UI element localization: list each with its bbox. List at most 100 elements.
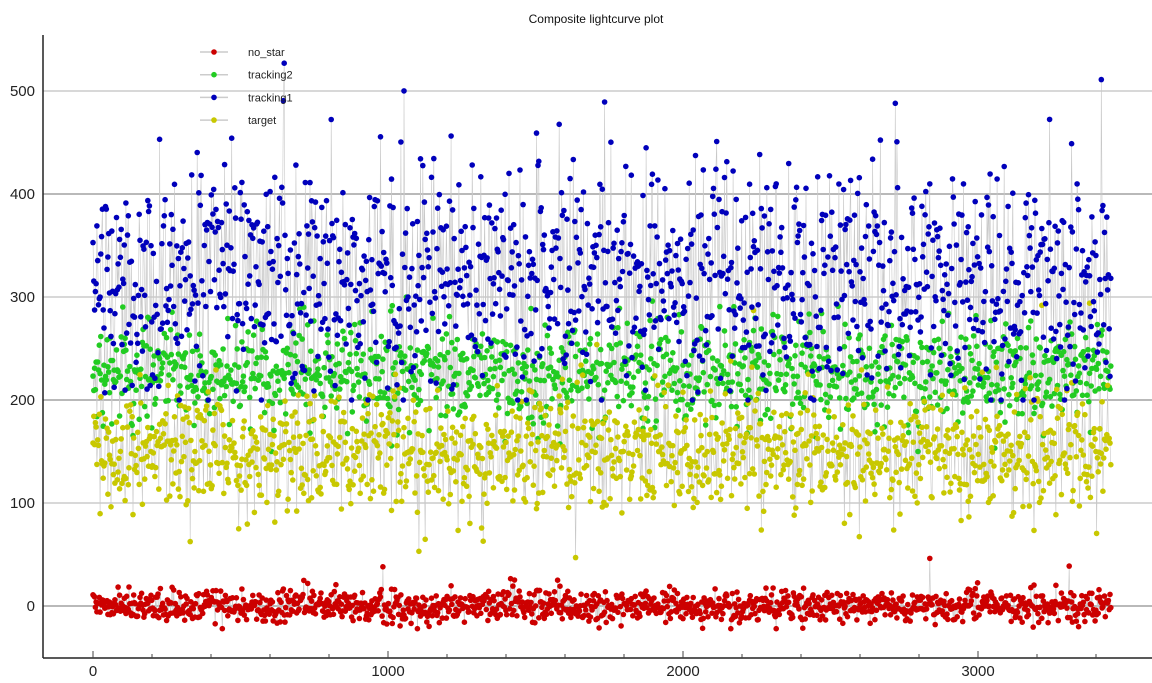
point-tracking2 (1032, 372, 1039, 379)
point-target (264, 402, 271, 409)
point-tracking2 (239, 379, 246, 385)
point-tracking2 (722, 342, 729, 349)
point-tracking2 (991, 349, 997, 355)
point-tracking2 (181, 364, 188, 371)
point-tracking1 (373, 339, 379, 346)
point-tracking1 (917, 329, 924, 335)
point-target (413, 409, 419, 415)
point-tracking2 (269, 400, 276, 407)
point-no_star (300, 591, 306, 598)
point-target (294, 420, 301, 426)
point-target (512, 446, 519, 453)
point-no_star (720, 610, 726, 617)
point-tracking1 (814, 174, 821, 180)
point-target (538, 405, 544, 411)
point-tracking2 (612, 379, 619, 386)
point-target (1108, 461, 1114, 468)
point-target (311, 416, 317, 423)
point-no_star (439, 615, 446, 621)
point-tracking2 (987, 344, 993, 351)
point-target (896, 479, 902, 486)
point-target (388, 507, 395, 514)
point-no_star (516, 588, 522, 594)
point-target (103, 435, 110, 441)
point-no_star (709, 600, 716, 606)
point-tracking2 (584, 383, 591, 390)
point-tracking1 (789, 291, 795, 298)
point-target (937, 407, 944, 413)
point-tracking1 (690, 227, 696, 233)
point-target (566, 466, 573, 473)
point-tracking1 (116, 236, 123, 243)
point-tracking1 (353, 235, 360, 242)
point-tracking1 (733, 196, 739, 203)
point-tracking1 (969, 273, 975, 280)
point-target (1046, 480, 1053, 487)
point-target (419, 432, 425, 439)
point-target (1059, 411, 1065, 418)
point-target (691, 417, 698, 423)
point-tracking1 (574, 197, 580, 203)
point-tracking1 (1026, 232, 1033, 239)
point-no_star (253, 616, 260, 622)
point-target (130, 435, 137, 441)
point-tracking1 (1064, 385, 1070, 392)
point-target (515, 433, 522, 440)
point-tracking1 (703, 342, 710, 348)
point-target (416, 459, 423, 466)
point-target (829, 463, 835, 469)
point-tracking2 (286, 369, 292, 376)
point-target (201, 417, 208, 424)
point-tracking1 (722, 290, 729, 297)
point-tracking1 (124, 232, 131, 238)
point-tracking2 (333, 405, 340, 411)
point-tracking1 (855, 347, 862, 354)
point-target (742, 474, 748, 481)
point-tracking1 (615, 307, 621, 314)
point-tracking2 (958, 334, 964, 341)
point-target (1033, 467, 1040, 474)
point-tracking2 (892, 384, 899, 391)
point-tracking1 (927, 372, 934, 378)
point-tracking2 (152, 401, 158, 407)
point-tracking2 (350, 387, 356, 394)
point-tracking1 (923, 188, 929, 195)
point-tracking1 (919, 253, 926, 260)
point-target (629, 469, 635, 475)
point-target (505, 433, 512, 440)
point-tracking2 (504, 410, 511, 417)
point-tracking1 (159, 320, 166, 327)
point-target (1097, 461, 1104, 467)
point-target (562, 428, 569, 435)
point-tracking1 (112, 310, 118, 317)
point-target (984, 473, 990, 480)
point-tracking2 (1082, 357, 1088, 363)
point-tracking1 (203, 227, 210, 233)
point-tracking1 (708, 260, 714, 266)
point-tracking2 (308, 348, 314, 355)
point-target (796, 467, 803, 474)
point-target (956, 475, 962, 482)
point-tracking1 (113, 214, 120, 221)
point-target (939, 392, 946, 399)
point-no_star (712, 586, 718, 592)
point-tracking1 (989, 298, 996, 304)
point-tracking1 (381, 270, 388, 277)
point-tracking1 (156, 383, 162, 390)
point-tracking1 (970, 240, 976, 247)
point-tracking1 (475, 241, 482, 247)
point-tracking2 (275, 378, 281, 385)
point-tracking1 (859, 355, 866, 361)
point-tracking2 (542, 322, 548, 328)
point-no_star (333, 581, 339, 588)
point-tracking1 (791, 204, 797, 210)
point-tracking2 (738, 387, 745, 394)
point-tracking2 (234, 346, 240, 352)
point-target (341, 419, 348, 425)
point-no_star (840, 620, 846, 627)
point-tracking1 (856, 174, 863, 181)
point-tracking2 (758, 326, 765, 332)
point-tracking2 (487, 366, 494, 373)
point-tracking2 (889, 341, 895, 348)
point-target (941, 463, 948, 470)
